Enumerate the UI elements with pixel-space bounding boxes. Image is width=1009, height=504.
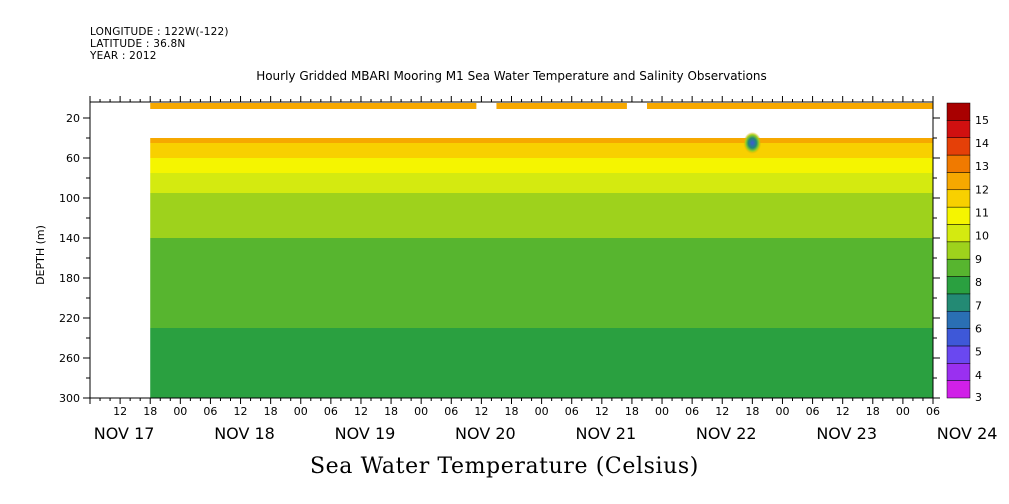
x-hour-label: 18 <box>625 405 639 418</box>
y-axis-title: DEPTH (m) <box>34 225 47 285</box>
colorbar: 3 4 5 6 7 8 9 10 11 12 13 14 15 <box>946 102 989 404</box>
colorbar-swatch <box>946 224 971 243</box>
x-hour-label: 00 <box>655 405 669 418</box>
y-tick-label: 100 <box>59 192 80 205</box>
x-day-label: NOV 17 <box>94 424 155 443</box>
colorbar-label: 6 <box>975 322 982 335</box>
x-hour-label: 18 <box>866 405 880 418</box>
colorbar-swatch <box>946 328 971 347</box>
x-hour-label: 12 <box>234 405 248 418</box>
x-hour-label: 00 <box>775 405 789 418</box>
x-hour-label: 06 <box>444 405 458 418</box>
colorbar-swatch <box>946 258 971 277</box>
x-hour-label: 12 <box>474 405 488 418</box>
colorbar-swatch <box>946 172 971 191</box>
x-day-label: NOV 21 <box>575 424 636 443</box>
colorbar-swatch <box>946 137 971 156</box>
colorbar-label: 14 <box>975 137 989 150</box>
longitude-label: LONGITUDE : 122W(-122) <box>90 26 229 38</box>
y-tick-label: 140 <box>59 232 80 245</box>
y-tick-label: 180 <box>59 272 80 285</box>
colorbar-label: 4 <box>975 369 982 382</box>
colorbar-swatch <box>946 293 971 312</box>
colorbar-swatch <box>946 154 971 173</box>
y-tick-label: 220 <box>59 312 80 325</box>
x-hour-label: 06 <box>565 405 579 418</box>
x-hour-label: 06 <box>203 405 217 418</box>
x-hour-label: 06 <box>324 405 338 418</box>
y-tick-label: 20 <box>66 112 80 125</box>
colorbar-swatch <box>946 241 971 260</box>
colorbar-swatch <box>946 345 971 364</box>
plot-area <box>150 103 933 398</box>
colorbar-label: 7 <box>975 299 982 312</box>
colorbar-label: 8 <box>975 276 982 289</box>
x-hour-label: 06 <box>685 405 699 418</box>
colorbar-swatch <box>946 206 971 225</box>
x-hour-label: 18 <box>745 405 759 418</box>
shallow-temperature-band <box>646 103 933 109</box>
colorbar-swatch <box>946 102 971 121</box>
colorbar-swatch <box>946 380 971 399</box>
colorbar-label: 11 <box>975 207 989 220</box>
cold-anomaly <box>743 132 762 154</box>
colorbar-swatch <box>946 310 971 329</box>
y-tick-label: 60 <box>66 152 80 165</box>
x-hour-label: 12 <box>836 405 850 418</box>
x-axis-title: Sea Water Temperature (Celsius) <box>310 454 699 479</box>
colorbar-label: 10 <box>975 230 989 243</box>
y-tick-label: 260 <box>59 352 80 365</box>
x-day-label: NOV 24 <box>937 424 998 443</box>
x-hour-label: 00 <box>896 405 910 418</box>
colorbar-label: 9 <box>975 253 982 266</box>
latitude-label: LATITUDE : 36.8N <box>90 38 186 50</box>
colorbar-label: 13 <box>975 160 989 173</box>
colorbar-label: 5 <box>975 346 982 359</box>
x-day-label: NOV 23 <box>816 424 877 443</box>
x-hour-label: 12 <box>595 405 609 418</box>
colorbar-label: 3 <box>975 391 982 404</box>
x-day-label: NOV 20 <box>455 424 516 443</box>
x-hour-label: 18 <box>264 405 278 418</box>
x-day-label: NOV 19 <box>335 424 396 443</box>
colorbar-swatch <box>946 189 971 208</box>
x-hour-label: 06 <box>926 405 940 418</box>
shallow-temperature-band <box>496 103 627 109</box>
x-hour-label: 18 <box>505 405 519 418</box>
x-hour-label: 06 <box>806 405 820 418</box>
axes: 12 18 00 06 12 18 00 06 12 18 00 06 12 18 00 06 12 18 00 06… <box>59 96 997 443</box>
x-hour-label: 00 <box>294 405 308 418</box>
colorbar-label: 12 <box>975 183 989 196</box>
x-hour-label: 12 <box>113 405 127 418</box>
year-label: YEAR : 2012 <box>90 50 157 62</box>
colorbar-swatch <box>946 120 971 138</box>
x-hour-label: 12 <box>715 405 729 418</box>
temperature-field <box>150 138 933 398</box>
x-day-label: NOV 22 <box>696 424 757 443</box>
colorbar-label: 15 <box>975 114 989 127</box>
x-hour-label: 00 <box>414 405 428 418</box>
chart-title: Hourly Gridded MBARI Mooring M1 Sea Wate… <box>256 69 767 83</box>
x-hour-label: 00 <box>173 405 187 418</box>
shallow-temperature-band <box>150 103 477 109</box>
colorbar-swatch <box>946 363 971 381</box>
colorbar-swatch <box>946 276 971 295</box>
x-day-label: NOV 18 <box>214 424 275 443</box>
x-hour-label: 18 <box>384 405 398 418</box>
x-hour-label: 00 <box>535 405 549 418</box>
y-tick-label: 300 <box>59 392 80 405</box>
x-hour-label: 18 <box>143 405 157 418</box>
x-hour-label: 12 <box>354 405 368 418</box>
